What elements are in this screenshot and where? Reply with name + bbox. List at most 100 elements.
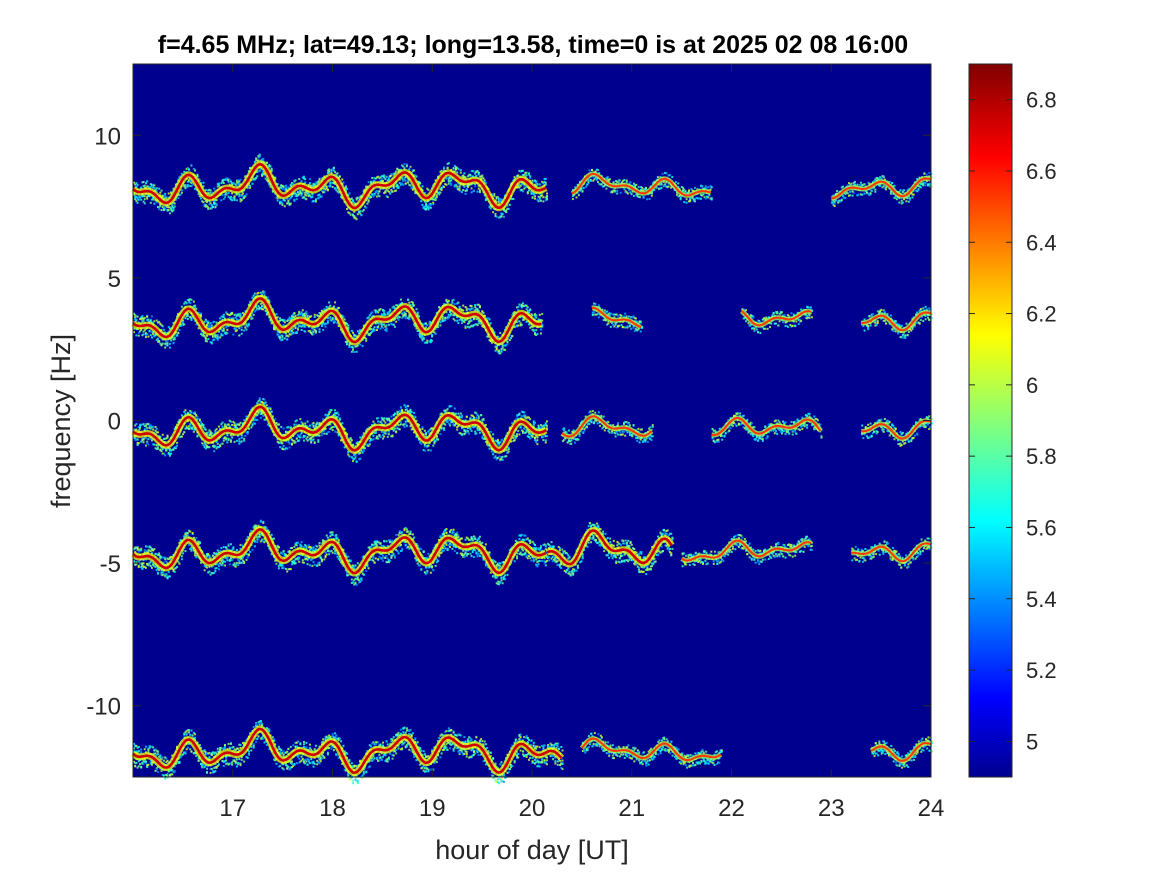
spectrum-pixel <box>544 183 547 186</box>
spectrum-pixel <box>206 433 209 436</box>
spectrum-pixel <box>628 323 631 326</box>
spectrum-pixel <box>906 197 909 200</box>
spectrum-pixel <box>924 305 927 308</box>
spectrum-pixel <box>213 335 216 338</box>
spectrum-pixel <box>408 315 411 318</box>
spectrum-pixel <box>447 316 450 319</box>
spectrum-pixel <box>301 191 304 194</box>
spectrum-pixel <box>332 169 335 172</box>
spectrum-pixel <box>444 183 447 186</box>
spectrum-pixel <box>176 441 179 444</box>
spectrum-pixel <box>634 328 637 331</box>
spectrum-pixel <box>863 329 866 332</box>
spectrum-pixel <box>867 192 870 195</box>
spectrum-pixel <box>463 175 466 178</box>
spectrum-pixel <box>459 317 462 320</box>
spectrum-pixel <box>279 319 282 322</box>
spectrum-pixel <box>522 169 525 172</box>
spectrum-pixel <box>915 313 918 316</box>
spectrum-pixel <box>505 209 508 212</box>
trace-band <box>130 153 933 221</box>
spectrum-pixel <box>385 195 388 198</box>
spectrum-pixel <box>468 321 471 324</box>
spectrum-pixel <box>900 202 903 205</box>
spectrum-pixel <box>200 421 203 424</box>
spectrum-pixel <box>231 192 234 195</box>
spectrum-pixel <box>141 195 144 198</box>
spectrum-pixel <box>276 183 279 186</box>
spectrum-pixel <box>194 304 197 307</box>
spectrum-pixel <box>259 291 262 294</box>
spectrum-pixel <box>894 330 897 333</box>
spectrum-pixel <box>863 318 866 321</box>
spectrum-pixel <box>397 318 400 321</box>
spectrum-pixel <box>443 166 446 169</box>
spectrum-pixel <box>295 198 298 201</box>
spectrum-pixel <box>311 327 314 330</box>
spectrum-pixel <box>281 334 284 337</box>
spectrum-pixel <box>235 314 238 317</box>
spectrum-pixel <box>876 178 879 181</box>
spectrum-pixel <box>226 178 229 181</box>
spectrum-pixel <box>287 201 290 204</box>
spectrum-pixel <box>636 320 639 323</box>
spectrum-pixel <box>678 194 681 197</box>
spectrum-pixel <box>489 207 492 210</box>
spectrum-pixel <box>355 198 358 201</box>
spectrum-pixel <box>140 318 143 321</box>
spectrum-pixel <box>308 331 311 334</box>
spectrum-pixel <box>518 169 521 172</box>
spectrum-pixel <box>140 328 143 331</box>
spectrum-pixel <box>481 176 484 179</box>
spectrum-pixel <box>676 193 679 196</box>
spectrum-pixel <box>449 176 452 179</box>
spectrum-pixel <box>183 302 186 305</box>
spectrum-pixel <box>456 185 459 188</box>
spectrum-pixel <box>411 303 414 306</box>
spectrum-pixel <box>252 313 255 316</box>
spectrum-pixel <box>876 177 879 180</box>
spectrum-pixel <box>471 325 474 328</box>
spectrum-pixel <box>198 195 201 198</box>
spectrum-pixel <box>415 175 418 178</box>
spectrum-pixel <box>923 181 926 184</box>
spectrum-pixel <box>420 200 423 203</box>
spectrum-pixel <box>243 196 246 199</box>
spectrum-pixel <box>142 194 145 197</box>
spectrum-pixel <box>158 206 161 209</box>
spectrum-pixel <box>897 330 900 333</box>
spectrum-pixel <box>421 203 424 206</box>
spectrum-pixel <box>518 320 521 323</box>
spectrum-pixel <box>617 179 620 182</box>
spectrum-pixel <box>164 454 167 457</box>
spectrum-pixel <box>241 197 244 200</box>
spectrum-pixel <box>764 317 767 320</box>
spectrum-pixel <box>233 327 236 330</box>
spectrum-pixel <box>288 316 291 319</box>
spectrum-pixel <box>298 324 301 327</box>
spectrum-pixel <box>251 312 254 315</box>
spectrum-pixel <box>468 173 471 176</box>
spectrum-pixel <box>377 311 380 314</box>
spectrum-pixel <box>901 189 904 192</box>
spectrum-pixel <box>138 427 141 430</box>
spectrum-pixel <box>464 326 467 329</box>
spectrum-pixel <box>865 324 868 327</box>
spectrum-pixel <box>313 328 316 331</box>
spectrum-pixel <box>353 333 356 336</box>
spectrum-pixel <box>214 202 217 205</box>
spectrum-pixel <box>643 188 646 191</box>
spectrum-pixel <box>353 351 356 354</box>
spectrum-pixel <box>287 199 290 202</box>
spectrum-pixel <box>844 192 847 195</box>
spectrum-pixel <box>390 322 393 325</box>
spectrum-pixel <box>882 175 885 178</box>
spectrum-pixel <box>293 198 296 201</box>
spectrum-pixel <box>501 346 504 349</box>
spectrum-pixel <box>226 193 229 196</box>
spectrum-pixel <box>235 193 238 196</box>
spectrum-pixel <box>446 316 449 319</box>
spectrum-pixel <box>928 171 931 174</box>
spectrum-pixel <box>219 317 222 320</box>
spectrum-pixel <box>542 181 545 184</box>
